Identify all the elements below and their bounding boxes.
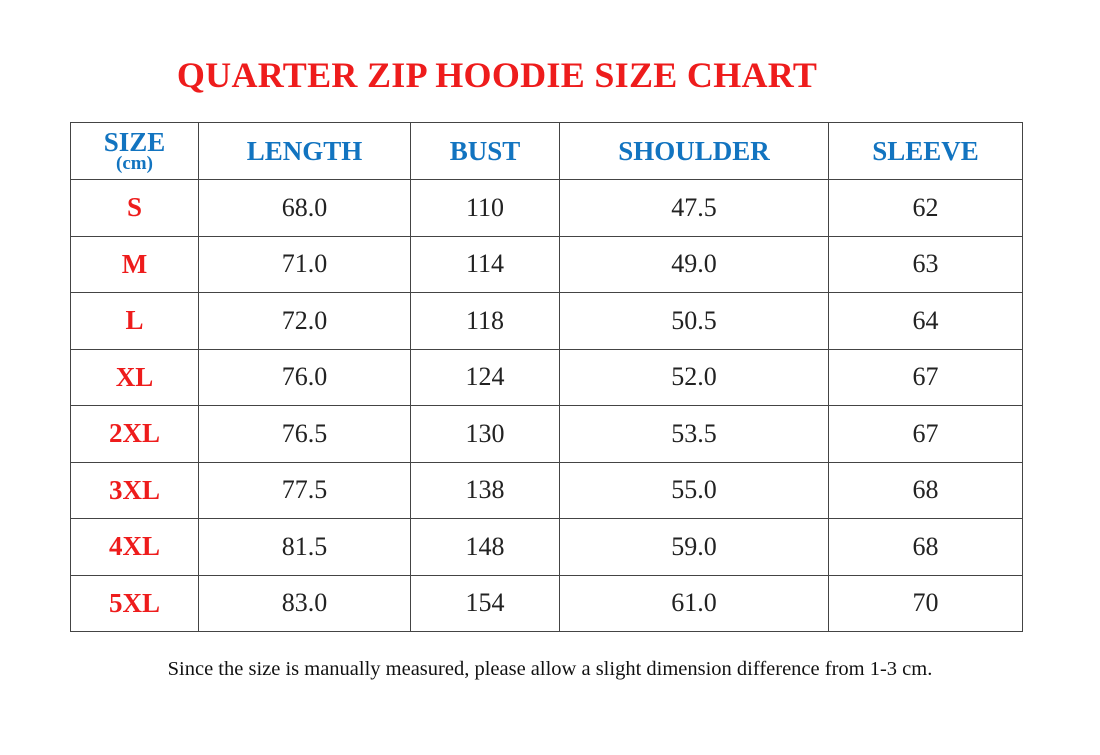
cell-bust: 148 [410, 518, 560, 576]
cell-size: 2XL [70, 405, 199, 463]
cell-size: L [70, 292, 199, 350]
cell-size: 5XL [70, 574, 199, 632]
cell-shoulder: 53.5 [559, 405, 829, 463]
cell-length: 76.5 [198, 405, 411, 463]
table-row: 3XL 77.5 138 55.0 68 [70, 461, 1023, 519]
cell-length: 83.0 [198, 574, 411, 632]
cell-size: 4XL [70, 518, 199, 576]
page-title: QUARTER ZIP HOODIE SIZE CHART [176, 55, 818, 95]
cell-length: 77.5 [198, 461, 411, 519]
table-row: 2XL 76.5 130 53.5 67 [70, 405, 1023, 463]
cell-size: S [70, 179, 199, 237]
cell-bust: 110 [410, 179, 560, 237]
table-row: 4XL 81.5 148 59.0 68 [70, 518, 1023, 576]
header-bust: BUST [410, 122, 560, 180]
cell-sleeve: 63 [828, 235, 1023, 293]
cell-bust: 130 [410, 405, 560, 463]
cell-bust: 138 [410, 461, 560, 519]
table-row: S 68.0 110 47.5 62 [70, 179, 1023, 237]
table-row: L 72.0 118 50.5 64 [70, 292, 1023, 350]
cell-length: 68.0 [198, 179, 411, 237]
cell-sleeve: 68 [828, 461, 1023, 519]
table-row: 5XL 83.0 154 61.0 70 [70, 574, 1023, 632]
header-unit-label: (cm) [116, 153, 153, 174]
cell-length: 71.0 [198, 235, 411, 293]
cell-shoulder: 52.0 [559, 348, 829, 406]
header-shoulder: SHOULDER [559, 122, 829, 180]
header-sleeve: SLEEVE [828, 122, 1023, 180]
cell-shoulder: 50.5 [559, 292, 829, 350]
cell-sleeve: 67 [828, 405, 1023, 463]
table-header-row: SIZE (cm) LENGTH BUST SHOULDER SLEEVE [70, 122, 1023, 180]
cell-size: XL [70, 348, 199, 406]
cell-length: 76.0 [198, 348, 411, 406]
cell-bust: 154 [410, 574, 560, 632]
cell-length: 72.0 [198, 292, 411, 350]
table-row: XL 76.0 124 52.0 67 [70, 348, 1023, 406]
cell-bust: 118 [410, 292, 560, 350]
cell-bust: 124 [410, 348, 560, 406]
cell-shoulder: 59.0 [559, 518, 829, 576]
cell-sleeve: 68 [828, 518, 1023, 576]
cell-size: M [70, 235, 199, 293]
header-length: LENGTH [198, 122, 411, 180]
cell-length: 81.5 [198, 518, 411, 576]
table-row: M 71.0 114 49.0 63 [70, 235, 1023, 293]
header-size: SIZE (cm) [70, 122, 199, 180]
cell-sleeve: 67 [828, 348, 1023, 406]
measurement-note: Since the size is manually measured, ple… [167, 658, 933, 680]
header-size-label: SIZE [103, 127, 166, 157]
cell-shoulder: 55.0 [559, 461, 829, 519]
cell-sleeve: 70 [828, 574, 1023, 632]
cell-bust: 114 [410, 235, 560, 293]
cell-shoulder: 49.0 [559, 235, 829, 293]
cell-size: 3XL [70, 461, 199, 519]
cell-sleeve: 64 [828, 292, 1023, 350]
cell-shoulder: 61.0 [559, 574, 829, 632]
cell-sleeve: 62 [828, 179, 1023, 237]
cell-shoulder: 47.5 [559, 179, 829, 237]
